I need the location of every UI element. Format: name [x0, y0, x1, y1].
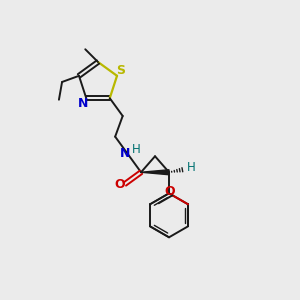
Polygon shape — [141, 170, 169, 175]
Text: S: S — [116, 64, 125, 77]
Text: N: N — [120, 147, 130, 160]
Text: H: H — [132, 143, 140, 156]
Text: N: N — [78, 97, 88, 110]
Text: H: H — [187, 161, 195, 174]
Text: O: O — [115, 178, 125, 190]
Text: O: O — [164, 185, 175, 198]
